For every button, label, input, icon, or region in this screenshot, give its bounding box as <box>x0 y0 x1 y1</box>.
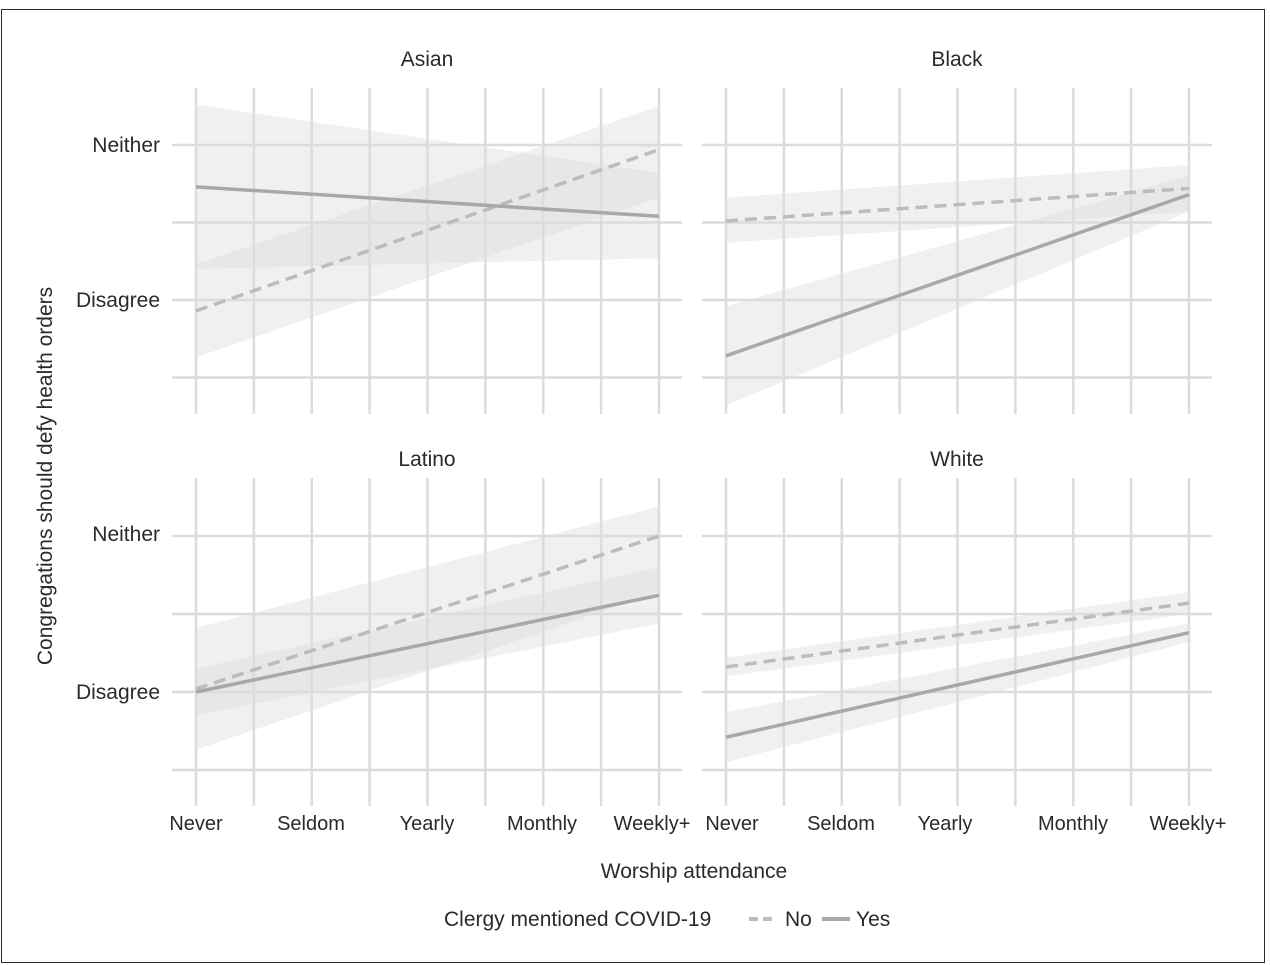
y-tick-label-neither-bottom: Neither <box>92 523 160 546</box>
y-tick-label-neither-top: Neither <box>92 134 160 157</box>
series-line-asian-no <box>195 147 660 313</box>
y-tick-label-disagree-top: Disagree <box>76 289 160 312</box>
legend-title: Clergy mentioned COVID-19 <box>444 908 711 931</box>
legend-label-no: No <box>785 908 812 931</box>
legend-label-yes: Yes <box>856 908 890 931</box>
x-tick-label-monthly-right: Monthly <box>1038 813 1108 835</box>
x-tick-label-seldom-left: Seldom <box>277 813 345 835</box>
confidence-band-latino-yes <box>196 567 659 716</box>
x-tick-label-seldom-right: Seldom <box>807 813 875 835</box>
x-tick-label-never-right: Never <box>705 813 759 835</box>
x-tick-label-yearly-left: Yearly <box>400 813 455 835</box>
confidence-band-asian-yes <box>196 104 659 269</box>
panel-title-black: Black <box>931 48 983 71</box>
x-tick-label-monthly-left: Monthly <box>507 813 577 835</box>
confidence-band-asian-no <box>196 106 659 358</box>
y-axis-title: Congregations should defy health orders <box>34 287 57 665</box>
x-tick-label-never-left: Never <box>169 813 223 835</box>
panel-title-asian: Asian <box>401 48 454 71</box>
series-line-black-yes <box>725 192 1190 358</box>
series-line-asian-yes <box>195 185 660 219</box>
series-line-latino-no <box>195 534 660 691</box>
x-tick-label-weekly-right: Weekly+ <box>1150 813 1227 835</box>
series-line-black-no <box>725 186 1190 223</box>
confidence-band-latino-no <box>196 506 659 750</box>
y-tick-label-disagree-bottom: Disagree <box>76 681 160 704</box>
panel-title-latino: Latino <box>398 448 455 471</box>
x-axis-title: Worship attendance <box>601 860 787 883</box>
series-line-white-no <box>725 601 1190 669</box>
panel-title-white: White <box>930 448 984 471</box>
chart-frame <box>1 9 1265 963</box>
series-line-latino-yes <box>195 593 660 694</box>
x-tick-label-yearly-right: Yearly <box>918 813 973 835</box>
series-line-white-yes <box>725 631 1190 739</box>
x-tick-label-weekly-left: Weekly+ <box>614 813 691 835</box>
